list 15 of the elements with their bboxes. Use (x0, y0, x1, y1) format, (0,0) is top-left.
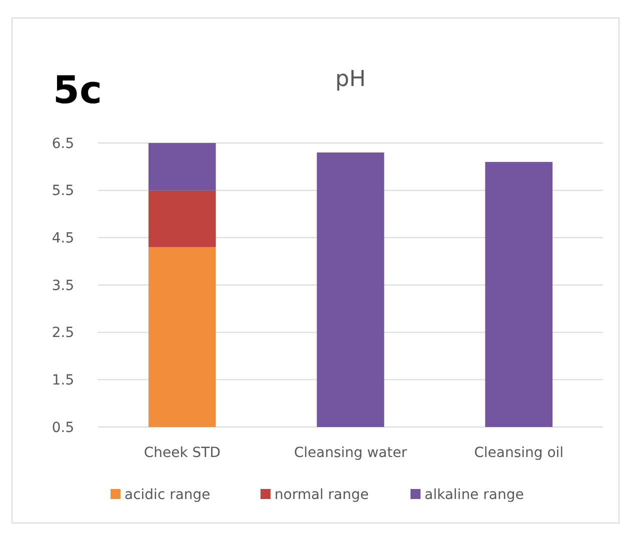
chart-title: pH (335, 67, 366, 92)
y-tick-label: 3.5 (52, 278, 74, 294)
legend-label: normal range (274, 487, 369, 503)
y-tick-label: 5.5 (52, 183, 74, 200)
legend-label: alkaline range (424, 487, 524, 503)
legend-label: acidic range (124, 487, 210, 503)
y-tick-label: 0.5 (52, 420, 74, 436)
y-tick-label: 4.5 (52, 230, 74, 247)
y-tick-label: 2.5 (52, 325, 74, 342)
text: 5c (53, 68, 102, 112)
y-tick-label: 1.5 (52, 372, 74, 389)
x-tick-label: Cleansing water (294, 445, 408, 461)
x-tick-label: Cleansing oil (474, 445, 564, 461)
x-tick-label: Cheek STD (144, 445, 220, 461)
y-tick-label: 6.5 (52, 136, 74, 152)
